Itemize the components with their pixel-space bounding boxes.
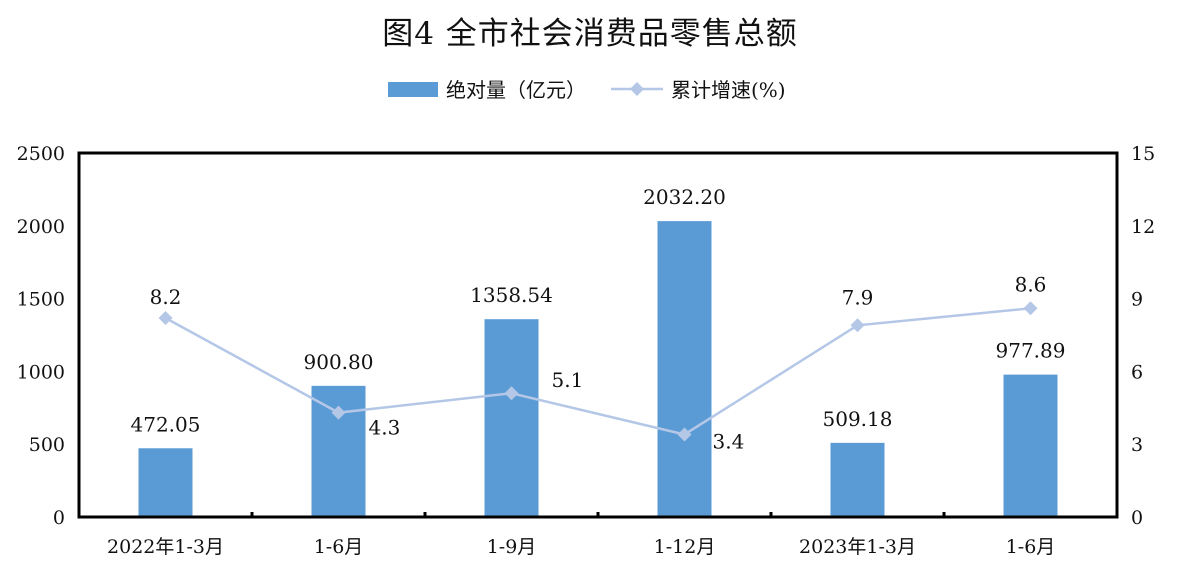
bar — [1003, 374, 1058, 517]
line-data-label: 7.9 — [842, 285, 874, 309]
bar-data-label: 472.05 — [131, 412, 201, 436]
bar-data-label: 900.80 — [304, 350, 374, 374]
bar — [311, 385, 366, 517]
y-right-tick-label: 9 — [1131, 289, 1143, 311]
y-left-tick-label: 0 — [53, 507, 65, 529]
line-point — [331, 405, 346, 420]
y-right-tick-label: 0 — [1131, 507, 1143, 529]
y-left-tick-label: 1000 — [17, 361, 65, 383]
chart-title: 图4 全市社会消费品零售总额 — [382, 16, 798, 52]
bar-data-label: 1358.54 — [470, 283, 553, 307]
bar — [138, 448, 193, 517]
legend-line-label: 累计增速(%) — [671, 78, 786, 102]
x-tick-label: 2022年1-3月 — [107, 536, 224, 558]
line-point — [504, 386, 519, 401]
legend-bar-swatch — [388, 82, 438, 97]
y-right-tick-label: 15 — [1131, 143, 1155, 165]
bar — [484, 319, 539, 517]
y-right-tick-label: 6 — [1131, 361, 1143, 383]
y-right-tick-label: 12 — [1131, 216, 1155, 238]
bar-data-label: 2032.20 — [643, 185, 726, 209]
plot-frame — [77, 151, 1119, 519]
line-data-label: 4.3 — [369, 416, 401, 440]
bar — [657, 221, 712, 517]
legend-bar-label: 绝对量（亿元） — [446, 78, 586, 102]
bar-data-label: 509.18 — [823, 407, 893, 431]
line-data-label: 8.2 — [150, 285, 182, 309]
x-tick-label: 1-6月 — [1006, 536, 1056, 558]
bar-data-label: 977.89 — [996, 339, 1066, 363]
x-tick-label: 1-6月 — [314, 536, 364, 558]
y-left-tick-label: 2000 — [17, 216, 65, 238]
y-right-tick-label: 3 — [1131, 434, 1143, 456]
line-series — [164, 307, 1031, 436]
y-left-tick-label: 2500 — [17, 143, 65, 165]
line-data-label: 3.4 — [713, 429, 745, 453]
line-data-label: 5.1 — [552, 368, 584, 392]
x-tick-label: 1-9月 — [487, 536, 537, 558]
line-point — [850, 318, 865, 333]
line-point — [158, 311, 173, 326]
x-tick-label: 2023年1-3月 — [799, 536, 916, 558]
legend-line-marker — [630, 82, 644, 96]
bar — [830, 442, 885, 517]
line-point — [677, 427, 692, 442]
y-left-tick-label: 1500 — [17, 289, 65, 311]
line-point — [1023, 301, 1038, 316]
x-tick-label: 1-12月 — [654, 536, 716, 558]
y-left-tick-label: 500 — [29, 434, 65, 456]
line-data-label: 8.6 — [1015, 272, 1047, 296]
